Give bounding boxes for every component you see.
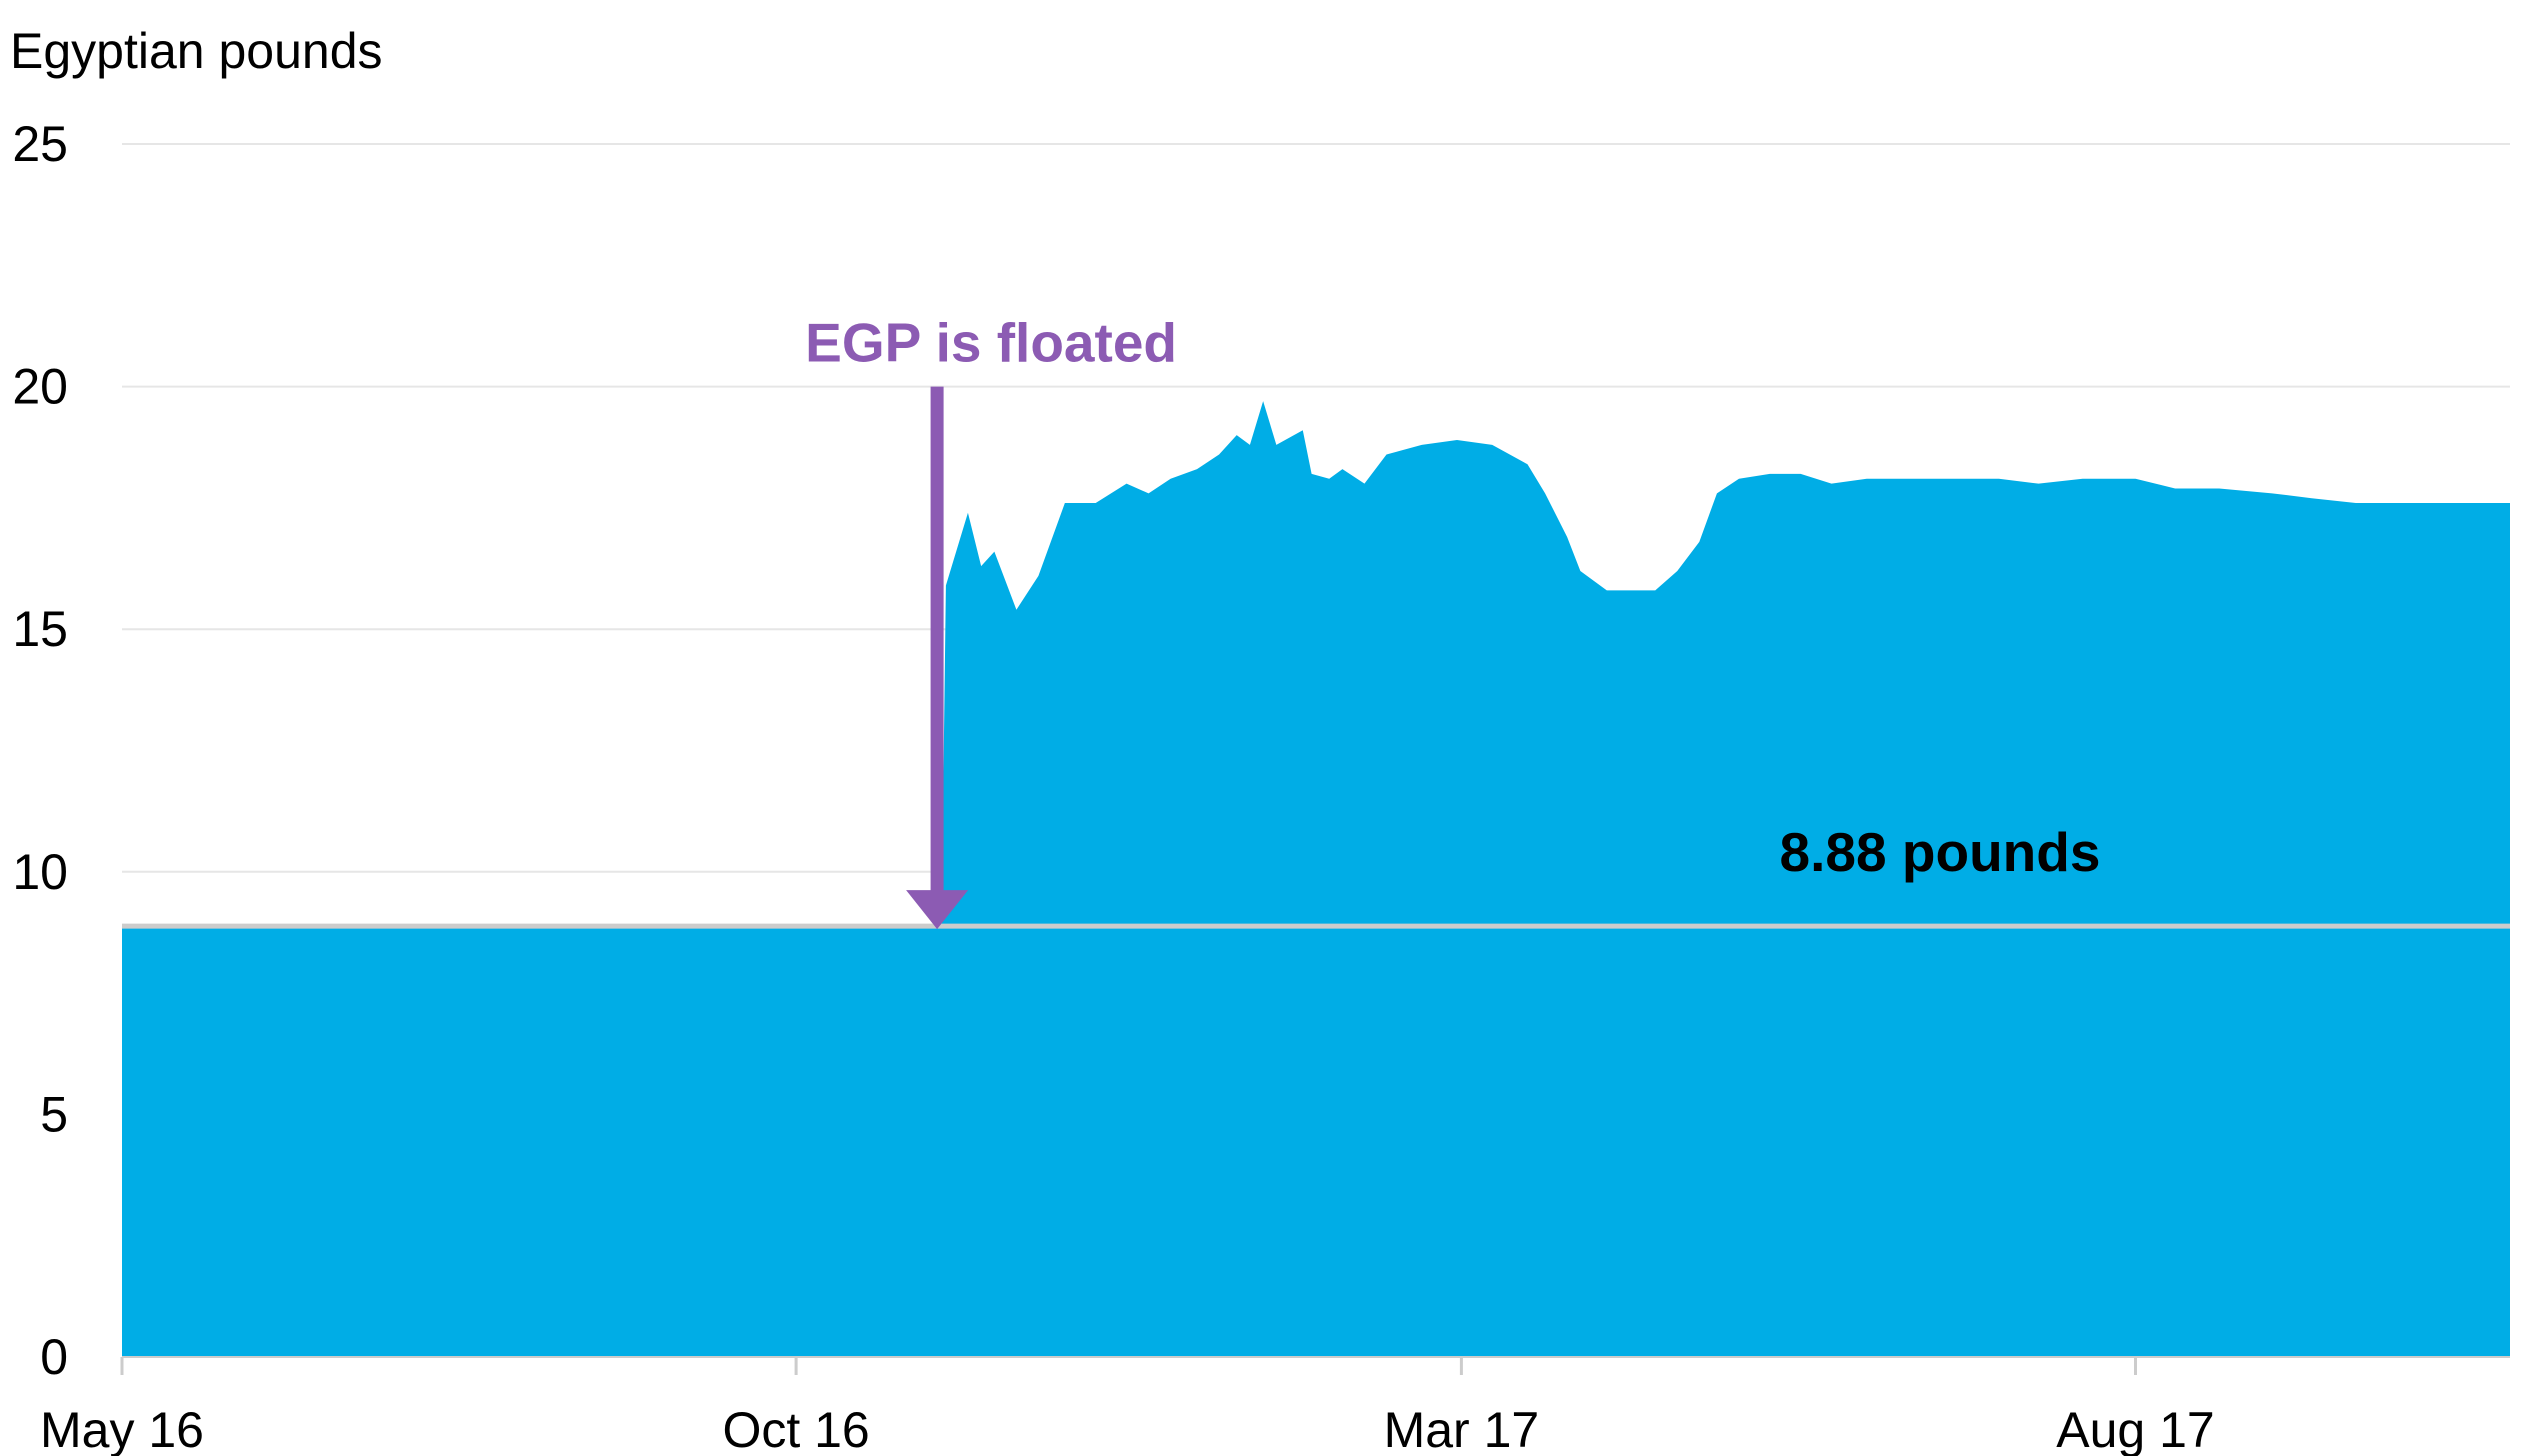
- plot-area: [122, 401, 2510, 1357]
- area-series: [122, 401, 2510, 1357]
- y-tick-labels: 0 5 10 15 20 25: [12, 116, 68, 1385]
- annotation-label: EGP is floated: [805, 312, 1177, 374]
- x-tick-labels: May 16 Oct 16 Mar 17 Aug 17: [40, 1356, 2510, 1456]
- y-tick-label: 5: [40, 1086, 68, 1142]
- y-tick-label: 15: [12, 601, 68, 657]
- x-tick-label: Mar 17: [1384, 1402, 1540, 1456]
- x-tick-label: May 16: [40, 1402, 204, 1456]
- y-axis-label: Egyptian pounds: [10, 23, 383, 79]
- annotations: 8.88 pounds EGP is floated: [805, 312, 2100, 930]
- annotation-arrow-head: [906, 890, 969, 930]
- y-tick-label: 0: [40, 1329, 68, 1385]
- x-tick-label: Aug 17: [2056, 1402, 2214, 1456]
- y-tick-label: 10: [12, 844, 68, 900]
- x-tick-label: Oct 16: [722, 1402, 869, 1456]
- y-tick-label: 25: [12, 116, 68, 172]
- reference-line-label: 8.88 pounds: [1780, 821, 2101, 883]
- y-tick-label: 20: [12, 359, 68, 415]
